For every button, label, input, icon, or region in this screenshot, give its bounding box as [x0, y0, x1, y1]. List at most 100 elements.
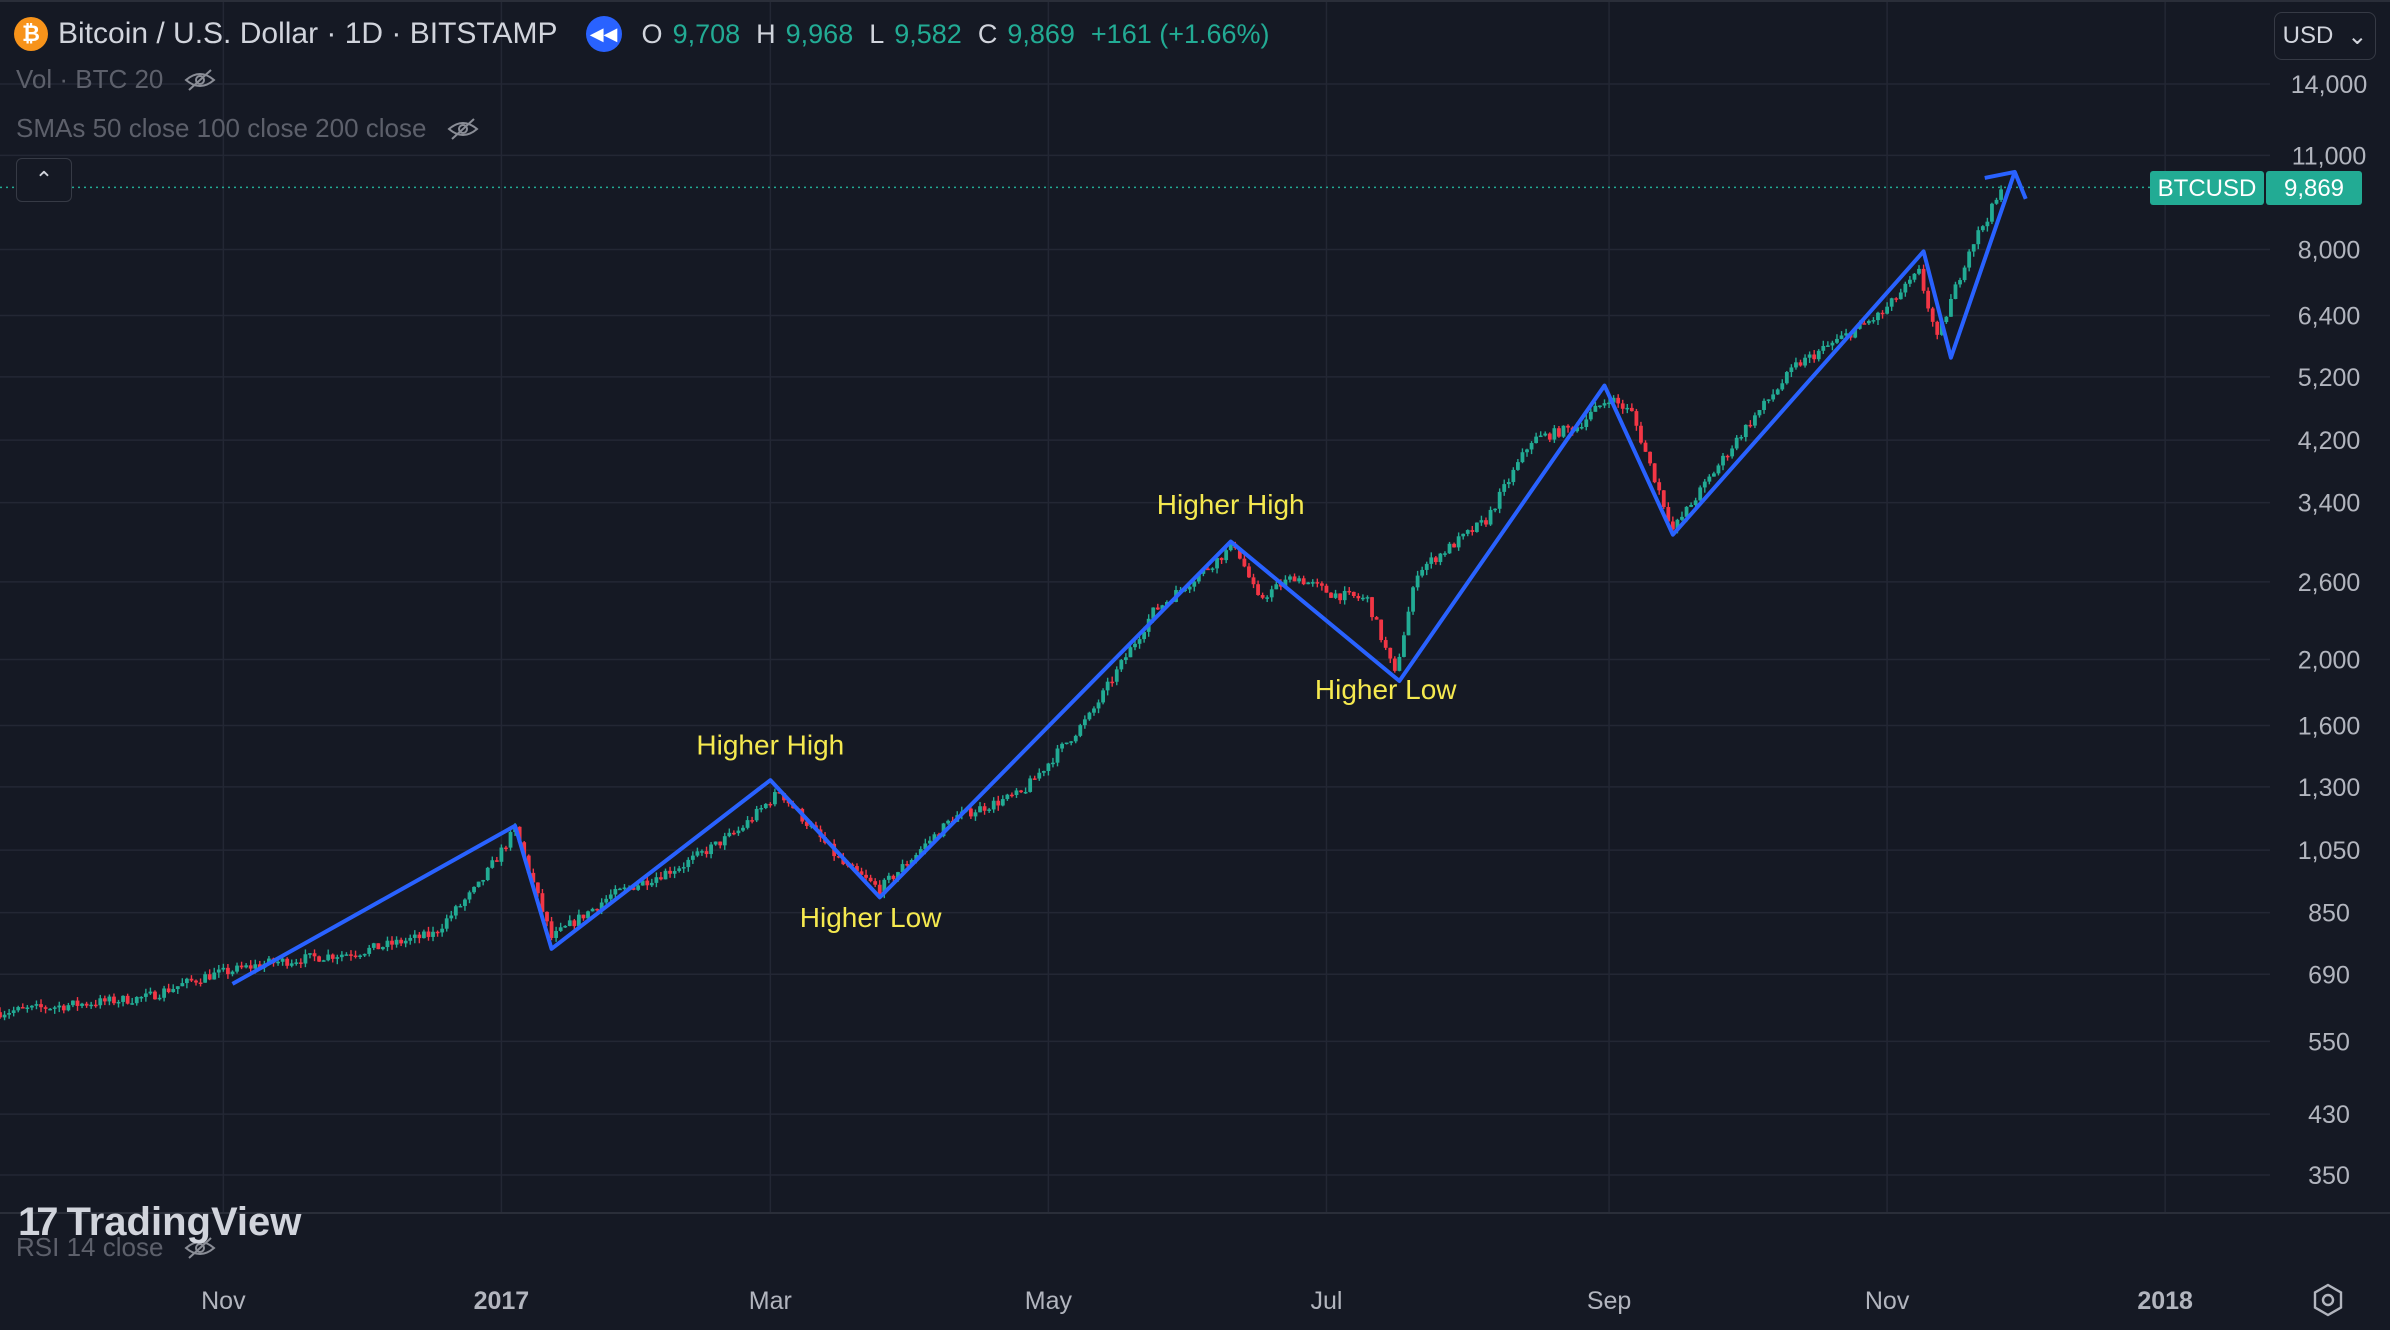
price-tick-label: 430 [2308, 1101, 2350, 1129]
volume-indicator[interactable]: Vol · BTC 20 [16, 64, 217, 95]
candle-body [212, 972, 217, 980]
candle-body [868, 877, 873, 882]
candle-body [1397, 656, 1402, 671]
candle-body [1515, 462, 1520, 470]
zigzag-trend-line[interactable] [231, 171, 2017, 986]
candle-body [417, 934, 422, 939]
bitcoin-icon: ₿ [14, 17, 48, 51]
candle-body [695, 851, 700, 856]
candle-body [75, 1000, 80, 1006]
candle-body [1739, 437, 1744, 439]
candle-body [1351, 591, 1356, 597]
time-tick-label: 2018 [2137, 1287, 2193, 1315]
candle-body [1702, 481, 1707, 488]
candle-body [613, 888, 618, 895]
candle-body [476, 881, 481, 887]
candle-body [244, 965, 249, 968]
eye-hidden-icon[interactable] [446, 117, 480, 141]
trend-lines[interactable] [231, 169, 2028, 986]
tradingview-logo[interactable]: 17 TradingView [18, 1200, 301, 1245]
candle-body [1949, 298, 1953, 317]
candle-body [1607, 402, 1611, 405]
candle-body [1443, 553, 1447, 555]
candle-body [1789, 367, 1794, 373]
symbol-title[interactable]: Bitcoin / U.S. Dollar · 1D · BITSTAMP [58, 17, 558, 50]
candle-body [1584, 419, 1589, 427]
candle-body [112, 996, 116, 1004]
annotation-label: Higher High [1157, 489, 1305, 520]
candle-body [932, 834, 937, 841]
candle-body [317, 956, 321, 962]
candle-body [1876, 312, 1880, 321]
candle-body [16, 1007, 21, 1011]
currency-select[interactable]: USD ⌄ [2274, 12, 2376, 60]
candle-body [882, 879, 887, 895]
candle-body [1748, 424, 1753, 427]
price-axis[interactable]: 14,000 11,000 8,000 6,400 5,200 4,200 3,400 2,6… [2291, 71, 2367, 1190]
symbol-header: ₿ Bitcoin / U.S. Dollar · 1D · BITSTAMP … [14, 14, 1276, 54]
candle-body [1980, 226, 1985, 231]
rsi-indicator[interactable]: RSI 14 close [16, 1232, 217, 1263]
candle-body [927, 840, 932, 844]
candle-body [1055, 748, 1060, 763]
candle-body [0, 1012, 2, 1018]
sma-indicator[interactable]: SMAs 50 close 100 close 200 close [16, 113, 480, 144]
annotation-label: Higher Low [1315, 674, 1457, 705]
candle-body [1461, 533, 1466, 537]
candle-body [668, 870, 672, 874]
candle-body [1862, 323, 1867, 325]
chart-grid [0, 0, 2390, 1214]
settings-gear-icon[interactable] [2310, 1282, 2346, 1318]
candle-body [1830, 342, 1835, 346]
candle-body [207, 974, 212, 980]
candle-body [700, 851, 704, 853]
candle-body [1839, 335, 1844, 339]
candle-body [686, 859, 691, 868]
eye-hidden-icon[interactable] [183, 68, 217, 92]
candle-body [1798, 362, 1803, 366]
candle-body [1237, 548, 1242, 559]
candle-body [877, 884, 882, 895]
candle-body [713, 841, 718, 845]
chevron-down-icon: ⌄ [2347, 22, 2368, 50]
candle-body [422, 931, 426, 939]
candle-body [1402, 635, 1406, 657]
candle-body [1771, 394, 1776, 400]
candle-body [1652, 463, 1657, 483]
candle-body [540, 893, 545, 912]
candle-body [230, 971, 235, 975]
candle-body [80, 1003, 84, 1006]
candle-body [649, 882, 654, 886]
candle-body [157, 997, 162, 1000]
candle-body [750, 820, 755, 822]
candle-body [1383, 640, 1388, 648]
candle-body [139, 996, 144, 999]
candle-body [1753, 415, 1757, 426]
candle-body [1347, 590, 1352, 593]
candle-body [458, 905, 463, 908]
candle-body [896, 872, 900, 879]
candle-body [1698, 487, 1703, 501]
candle-body [153, 991, 157, 1000]
tradingview-mark-icon: 17 [18, 1200, 58, 1244]
candle-body [941, 823, 946, 837]
candle-body [1620, 403, 1625, 409]
time-axis[interactable]: Nov 2017 Mar May Jul Sep Nov 2018 [201, 1287, 2193, 1315]
time-tick-label: Nov [1865, 1287, 1910, 1315]
candle-body [1944, 316, 1949, 323]
candle-body [599, 902, 604, 911]
candle-body [722, 836, 727, 846]
collapse-legend-button[interactable]: ⌃ [16, 158, 72, 202]
candle-body [709, 844, 713, 855]
candle-body [1511, 469, 1516, 483]
rewind-icon[interactable]: ◀◀ [585, 16, 622, 52]
annotation-label: Higher Low [800, 902, 942, 933]
candle-body [836, 856, 841, 858]
candle-body [754, 808, 759, 821]
candle-body [285, 958, 290, 966]
candle-body [663, 870, 668, 880]
eye-hidden-icon[interactable] [183, 1236, 217, 1260]
candle-body [1456, 536, 1461, 548]
